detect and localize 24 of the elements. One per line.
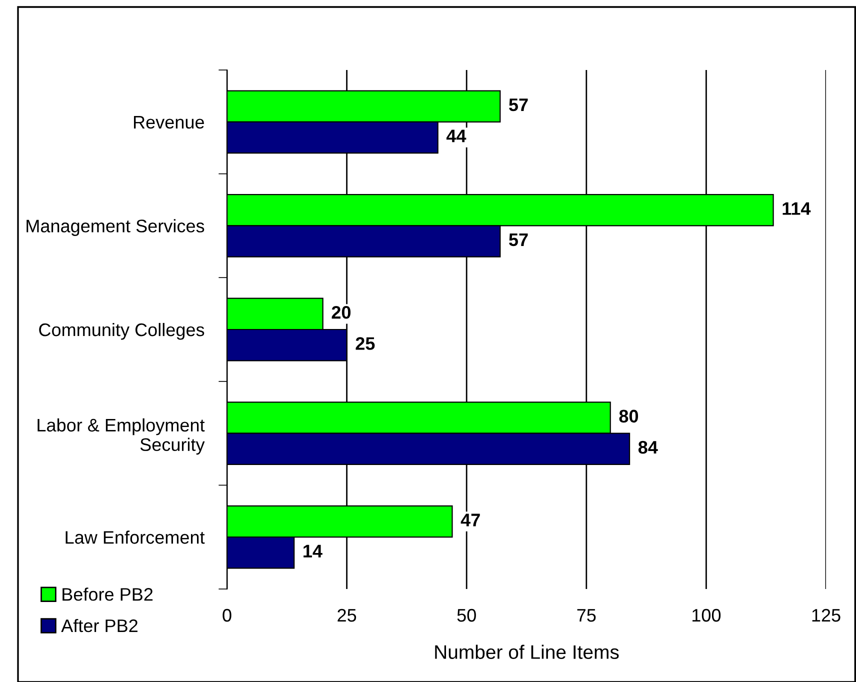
x-tick-label: 50	[457, 608, 476, 622]
legend-label: After PB2	[61, 618, 138, 632]
data-label: 25	[356, 337, 375, 350]
y-tick-label: Revenue	[134, 116, 204, 129]
y-tick-label: Management Services	[26, 219, 204, 236]
data-label: 47	[460, 514, 480, 526]
y-tick-label: Law Enforcement	[66, 530, 205, 544]
x-tick-label: 100	[692, 608, 721, 622]
x-tick-label: 0	[222, 608, 232, 622]
data-label: 14	[304, 544, 322, 558]
x-tick-label: 75	[577, 609, 596, 622]
data-label: 57	[509, 234, 528, 246]
x-tick-label: 25	[338, 608, 356, 622]
data-label: 114	[782, 202, 811, 215]
legend-label: Before PB2	[62, 588, 153, 601]
x-tick-label: 125	[812, 608, 840, 622]
data-label: 44	[446, 130, 466, 142]
data-label: 20	[332, 306, 351, 319]
data-label: 84	[638, 440, 658, 454]
y-tick-label: Labor & Employment Security	[38, 418, 205, 455]
x-axis-title: Number of Line Items	[435, 644, 619, 660]
y-tick-label: Community Colleges	[39, 322, 204, 340]
data-label: 80	[619, 410, 638, 423]
data-label: 57	[509, 98, 528, 112]
